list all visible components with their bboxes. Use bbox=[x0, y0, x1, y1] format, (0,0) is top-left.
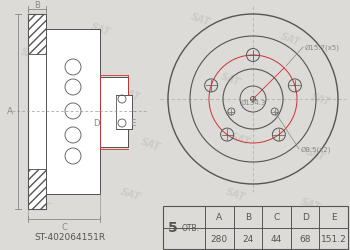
Text: D: D bbox=[302, 212, 309, 221]
Text: SAT: SAT bbox=[89, 22, 111, 38]
Text: D: D bbox=[93, 119, 99, 128]
Text: SAT: SAT bbox=[229, 131, 251, 148]
Text: SAT: SAT bbox=[119, 86, 141, 103]
Text: ST-402064151R: ST-402064151R bbox=[34, 232, 106, 241]
Bar bbox=[28, 15, 46, 55]
Bar bbox=[163, 206, 348, 249]
Bar bbox=[28, 169, 46, 209]
Text: SAT: SAT bbox=[19, 47, 41, 63]
Text: 5: 5 bbox=[168, 220, 178, 234]
Bar bbox=[28, 55, 46, 169]
Text: Ø15.7(x5): Ø15.7(x5) bbox=[305, 44, 340, 51]
Text: SAT: SAT bbox=[219, 72, 241, 88]
Text: SAT: SAT bbox=[119, 186, 141, 202]
Text: SAT: SAT bbox=[189, 12, 211, 28]
Text: 68: 68 bbox=[299, 234, 311, 243]
Text: 280: 280 bbox=[211, 234, 228, 243]
Text: C: C bbox=[273, 212, 280, 221]
Text: SAT: SAT bbox=[304, 146, 326, 162]
Text: Ø134.3: Ø134.3 bbox=[241, 100, 266, 105]
Text: SAT: SAT bbox=[49, 151, 71, 168]
Text: ОТВ.: ОТВ. bbox=[182, 223, 200, 232]
Text: A: A bbox=[7, 107, 13, 116]
Text: A: A bbox=[216, 212, 222, 221]
Text: SAT: SAT bbox=[39, 102, 61, 118]
Text: 24: 24 bbox=[242, 234, 253, 243]
Text: SAT: SAT bbox=[139, 136, 161, 152]
Bar bbox=[100, 78, 128, 148]
Text: Ø8.5(x2): Ø8.5(x2) bbox=[301, 146, 331, 153]
Bar bbox=[116, 96, 132, 130]
Text: SAT: SAT bbox=[29, 196, 51, 212]
Text: SAT: SAT bbox=[224, 186, 246, 202]
Text: C: C bbox=[61, 222, 67, 232]
Text: E: E bbox=[131, 119, 136, 128]
Text: E: E bbox=[331, 212, 336, 221]
Text: 151.2: 151.2 bbox=[321, 234, 346, 243]
Text: SAT: SAT bbox=[279, 32, 301, 48]
Bar bbox=[46, 30, 100, 194]
Text: SAT: SAT bbox=[309, 92, 331, 108]
Text: B: B bbox=[245, 212, 251, 221]
Text: B: B bbox=[34, 2, 40, 11]
Text: 44: 44 bbox=[271, 234, 282, 243]
Text: SAT: SAT bbox=[299, 196, 321, 212]
